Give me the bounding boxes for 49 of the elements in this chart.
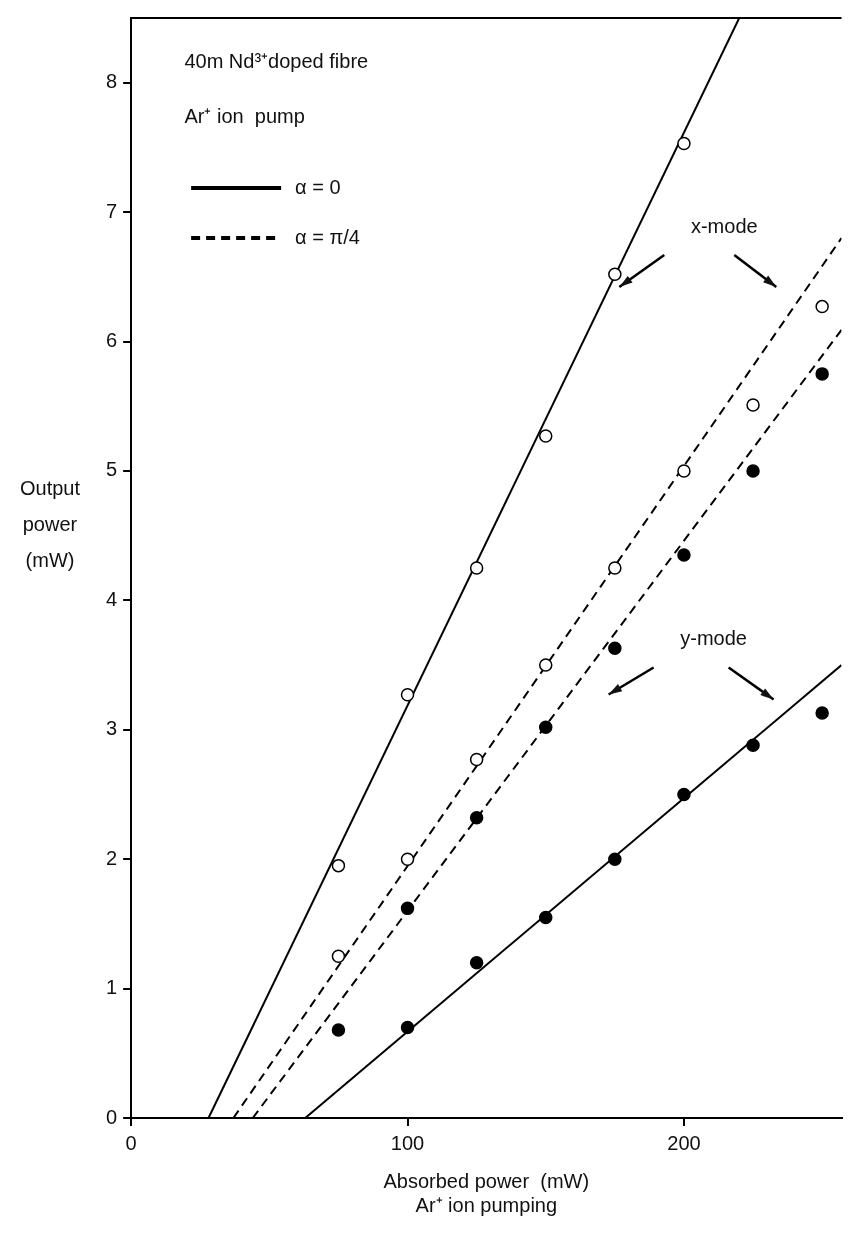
point	[538, 720, 553, 734]
point	[608, 267, 622, 281]
annotation: y-mode	[680, 627, 747, 650]
point	[815, 367, 829, 381]
point	[677, 548, 691, 562]
point	[331, 858, 346, 873]
y-tick-label: 6	[106, 329, 118, 352]
y-tick-label: 1	[106, 976, 118, 999]
point	[331, 949, 346, 963]
legend-label: α = 0	[295, 175, 341, 198]
point	[746, 398, 760, 412]
point	[746, 738, 760, 753]
point	[677, 136, 691, 151]
x-tick-label: 200	[667, 1131, 701, 1154]
x-axis-title: Absorbed power (mW) Ar⁺ ion pumping	[383, 1169, 590, 1216]
point	[815, 706, 829, 720]
annotation: 40m Nd³⁺doped fibre	[184, 49, 369, 72]
point	[677, 464, 691, 478]
y-tick-label: 0	[106, 1105, 118, 1128]
x-tick-label: 100	[390, 1131, 425, 1154]
y-tick-label: 2	[106, 846, 118, 869]
point	[469, 811, 484, 825]
point	[331, 1023, 346, 1037]
point	[400, 852, 415, 866]
y-tick-label: 3	[106, 717, 118, 740]
point	[538, 910, 553, 925]
y-tick-label: 5	[106, 458, 118, 481]
point	[469, 561, 484, 575]
point	[469, 752, 484, 767]
x-tick-label: 0	[125, 1131, 137, 1154]
point	[815, 299, 829, 314]
annotation: x-mode	[690, 214, 758, 237]
point	[746, 464, 760, 478]
y-tick-label: 7	[106, 199, 118, 222]
point	[677, 787, 691, 802]
annotation: Ar⁺ ion pump	[184, 104, 305, 127]
y-tick-label: 8	[106, 70, 118, 93]
y-tick-label: 4	[106, 587, 118, 610]
point	[400, 688, 415, 702]
point	[538, 658, 553, 672]
point	[608, 641, 622, 655]
point	[538, 429, 553, 443]
y-axis-title: Output power (mW)	[18, 476, 81, 573]
point	[400, 901, 415, 916]
point	[469, 955, 484, 970]
point	[608, 561, 622, 575]
point	[608, 852, 622, 866]
point	[400, 1020, 415, 1035]
legend-label: α = π/4	[295, 225, 360, 248]
